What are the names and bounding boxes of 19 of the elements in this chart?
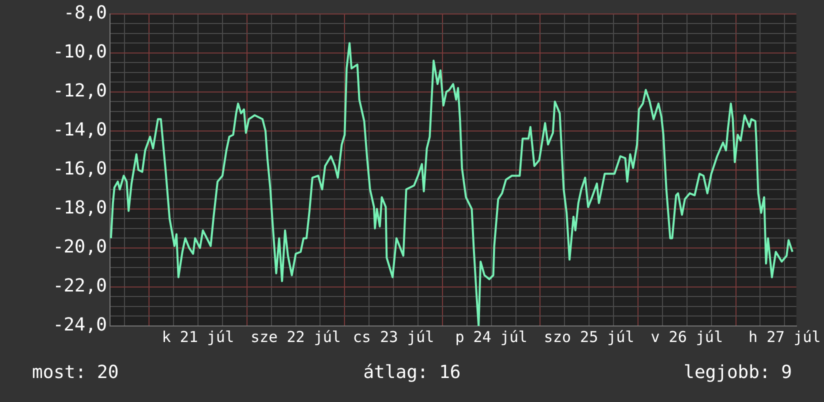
y-tick-label: -18,0 (52, 198, 107, 219)
y-tick-label: -14,0 (52, 120, 107, 141)
y-tick-label: -16,0 (52, 158, 107, 180)
text: átlag: 16 (362, 362, 462, 383)
y-tick-label: -8,0 (64, 2, 107, 24)
text: legjobb: 9 (682, 362, 792, 383)
text: most: 20 (32, 362, 120, 383)
x-tick-label: k 21 júl (162, 328, 234, 346)
x-tick-label: cs 23 júl (352, 328, 434, 346)
x-tick-label: v 26 júl (650, 328, 723, 346)
x-tick-label: sze 22 júl (250, 328, 341, 346)
y-tick-label: -20,0 (52, 236, 107, 258)
y-tick-label: -10,0 (52, 41, 107, 62)
y-tick-label: -22,0 (52, 276, 107, 297)
x-tick-label: p 24 júl (455, 328, 528, 346)
y-tick-label: -12,0 (52, 80, 107, 102)
x-tick-label: h 27 júl (748, 328, 821, 346)
x-tick-label: szo 25 júl (544, 328, 634, 346)
y-tick-label: -24,0 (52, 314, 107, 336)
